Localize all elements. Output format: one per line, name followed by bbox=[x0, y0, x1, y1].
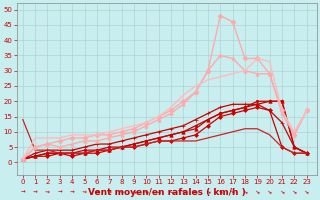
Text: →: → bbox=[168, 188, 174, 195]
Text: →: → bbox=[242, 188, 248, 195]
Text: →: → bbox=[58, 188, 62, 193]
Text: →: → bbox=[107, 188, 112, 194]
Text: →: → bbox=[266, 188, 273, 195]
Text: →: → bbox=[131, 188, 137, 195]
X-axis label: Vent moyen/en rafales ( km/h ): Vent moyen/en rafales ( km/h ) bbox=[88, 188, 245, 197]
Text: →: → bbox=[303, 188, 310, 195]
Text: →: → bbox=[180, 188, 187, 195]
Text: →: → bbox=[279, 188, 285, 195]
Text: →: → bbox=[20, 188, 25, 193]
Text: →: → bbox=[94, 188, 100, 194]
Text: →: → bbox=[45, 188, 50, 194]
Text: →: → bbox=[204, 188, 211, 195]
Text: →: → bbox=[82, 188, 87, 194]
Text: →: → bbox=[229, 188, 236, 195]
Text: →: → bbox=[192, 188, 199, 195]
Text: →: → bbox=[217, 188, 224, 195]
Text: →: → bbox=[291, 188, 298, 195]
Text: →: → bbox=[254, 188, 261, 195]
Text: →: → bbox=[33, 188, 38, 194]
Text: →: → bbox=[156, 188, 162, 195]
Text: →: → bbox=[119, 188, 124, 194]
Text: →: → bbox=[143, 188, 149, 195]
Text: →: → bbox=[70, 188, 75, 194]
